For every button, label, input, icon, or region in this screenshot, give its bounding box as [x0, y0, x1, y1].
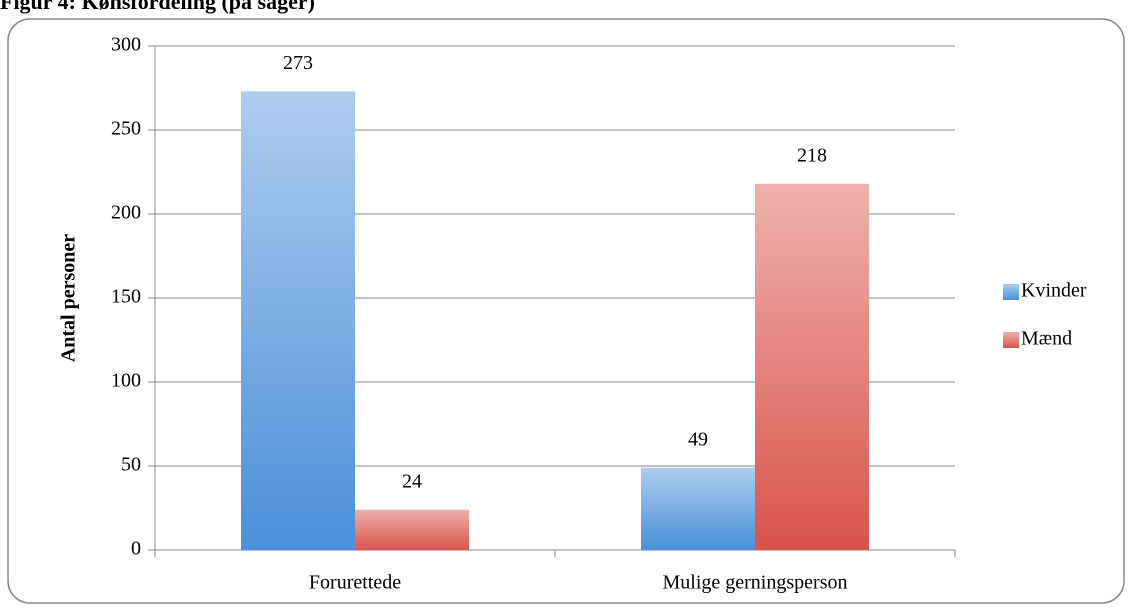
y-tick-label: 0 — [131, 538, 141, 560]
bar — [755, 183, 869, 550]
x-tick-label: Mulige gerningsperson — [663, 572, 848, 594]
y-tick-label: 150 — [111, 286, 141, 308]
legend-swatch — [1003, 332, 1019, 348]
chart-title: Figur 4: Kønsfordeling (på sager) — [0, 0, 315, 14]
legend-label: Mænd — [1021, 328, 1072, 350]
legend-label: Kvinder — [1021, 280, 1087, 302]
data-label: 273 — [283, 52, 313, 74]
y-tick-label: 300 — [111, 34, 141, 56]
bar — [641, 467, 755, 550]
data-label: 218 — [797, 144, 827, 166]
legend-swatch — [1003, 284, 1019, 300]
data-label: 24 — [402, 470, 422, 492]
y-tick-label: 200 — [111, 202, 141, 224]
bar — [241, 91, 355, 551]
y-tick-label: 100 — [111, 370, 141, 392]
y-axis-label: Antal personer — [58, 234, 80, 362]
y-tick-label: 50 — [121, 454, 141, 476]
chart-frame — [7, 18, 1125, 604]
data-label: 49 — [688, 428, 708, 450]
x-tick-label: Forurettede — [309, 572, 401, 594]
bar — [355, 509, 469, 550]
y-tick-label: 250 — [111, 118, 141, 140]
